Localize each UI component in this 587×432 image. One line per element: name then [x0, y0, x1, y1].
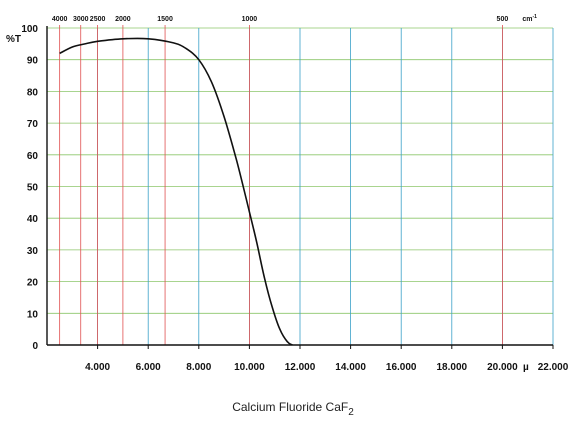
top-tick-label: 2500: [90, 16, 106, 23]
x-tick-label: 14.000: [335, 362, 366, 373]
top-tick-label: 500: [497, 16, 509, 23]
y-tick-label: 10: [27, 309, 39, 320]
y-tick-label: 70: [27, 119, 39, 130]
label-layer: %T µ cm-1 0 10 20 30 40 50 60 70 80 90 100 4.000 6.0…: [6, 14, 569, 373]
y-tick-label: 60: [27, 151, 39, 162]
transmission-curve: [59, 37, 293, 346]
grid-layer: [47, 25, 554, 349]
caption-text: Calcium Fluoride CaF: [232, 400, 348, 414]
y-tick-label: 100: [21, 24, 38, 35]
top-tick-label: 1500: [157, 16, 173, 23]
y-tick-label: 90: [27, 56, 39, 67]
axis-layer: [46, 26, 553, 346]
x-axis-unit: µ: [523, 362, 529, 373]
x-tick-label: 12.000: [285, 362, 316, 373]
y-axis-label: %T: [6, 34, 21, 45]
top-tick-label: 1000: [242, 16, 258, 23]
x-tick-label: 4.000: [85, 362, 110, 373]
top-tick-label: 4000: [52, 16, 68, 23]
y-tick-label: 80: [27, 87, 39, 98]
y-tick-label: 0: [32, 341, 38, 352]
y-tick-label: 20: [27, 278, 39, 289]
caption-subscript: 2: [348, 407, 354, 418]
x-tick-label: 18.000: [437, 362, 468, 373]
top-tick-label: 2000: [115, 16, 131, 23]
top-axis-unit: cm-1: [522, 14, 537, 23]
y-tick-label: 30: [27, 246, 39, 257]
top-tick-label: 3000: [73, 16, 89, 23]
y-tick-label: 40: [27, 214, 39, 225]
y-tick-label: 50: [27, 183, 39, 194]
x-tick-label: 16.000: [386, 362, 417, 373]
x-tick-label: 20.000: [487, 362, 518, 373]
chart-caption: Calcium Fluoride CaF2: [232, 400, 354, 418]
x-tick-label: 10.000: [234, 362, 265, 373]
x-tick-label: 6.000: [136, 362, 161, 373]
x-tick-label: 8.000: [186, 362, 211, 373]
x-tick-label: 22.000: [538, 362, 569, 373]
